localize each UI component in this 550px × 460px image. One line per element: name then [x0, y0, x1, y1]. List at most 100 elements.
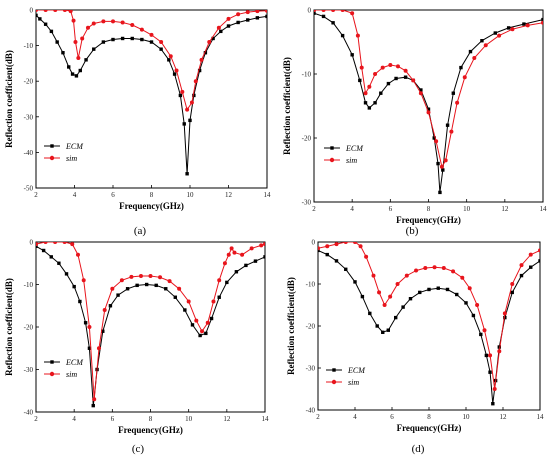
legend-marker: [49, 371, 55, 377]
data-point: [488, 370, 492, 374]
data-point: [331, 21, 335, 25]
data-point: [158, 275, 163, 280]
x-tick-label: 6: [389, 205, 393, 213]
data-point: [135, 283, 139, 288]
data-point: [449, 129, 454, 134]
data-point: [443, 158, 448, 163]
data-point: [185, 172, 189, 176]
y-tick-label: -40: [306, 407, 316, 415]
data-point: [193, 79, 198, 84]
y-tick-label: -40: [24, 149, 34, 157]
data-point: [380, 65, 385, 70]
data-point: [154, 283, 158, 288]
data-point: [358, 244, 363, 249]
legend-marker: [329, 157, 335, 163]
data-point: [198, 333, 202, 338]
data-point: [68, 10, 73, 14]
data-point: [78, 68, 82, 73]
legend-label-ecm: ECM: [65, 142, 84, 151]
x-axis-title: Frequency(GHz): [119, 201, 184, 211]
data-point: [386, 328, 390, 332]
data-point: [343, 242, 348, 244]
y-axis-title: Reflection coefficient(dB): [282, 57, 292, 155]
data-point: [353, 242, 357, 244]
data-point: [318, 248, 320, 253]
data-point: [188, 118, 192, 123]
data-point: [102, 308, 107, 312]
data-point: [174, 68, 179, 73]
x-tick-label: 8: [150, 191, 154, 199]
data-point: [78, 299, 82, 304]
data-point: [334, 242, 339, 247]
x-tick-label: 12: [501, 205, 509, 213]
data-point: [388, 63, 393, 68]
data-point: [85, 25, 90, 30]
data-point: [216, 25, 221, 30]
data-point: [149, 32, 154, 37]
y-tick-label: -20: [306, 323, 316, 331]
data-point: [101, 19, 106, 24]
series-sim: [314, 10, 543, 169]
x-tick-label: 14: [537, 413, 545, 421]
x-tick-label: 12: [500, 413, 508, 421]
y-tick-label: -10: [302, 71, 312, 79]
data-point: [232, 250, 237, 255]
data-point: [101, 40, 106, 44]
data-point: [83, 321, 88, 325]
y-axis-title: Reflection coefficient(dB): [4, 278, 14, 376]
data-point: [353, 280, 357, 284]
data-point: [108, 304, 113, 308]
data-point: [129, 274, 134, 279]
data-point: [185, 107, 190, 112]
data-point: [217, 295, 221, 299]
data-point: [467, 286, 472, 291]
y-tick-label: -30: [306, 365, 316, 373]
data-point: [144, 282, 149, 287]
x-tick-label: 12: [223, 415, 231, 423]
data-point: [321, 10, 326, 12]
data-point: [81, 278, 86, 283]
data-point: [462, 75, 467, 80]
data-point: [87, 346, 92, 350]
data-point: [403, 68, 408, 73]
data-point: [91, 21, 96, 26]
data-point: [148, 274, 153, 278]
data-point: [314, 11, 316, 15]
data-point: [401, 305, 405, 309]
data-point: [497, 345, 501, 349]
data-point: [314, 10, 316, 12]
data-point: [360, 294, 365, 299]
legend: ECM sim: [44, 142, 84, 163]
data-point: [403, 75, 408, 79]
legend-marker: [330, 146, 334, 150]
data-point: [246, 18, 250, 22]
data-point: [538, 248, 540, 253]
data-point: [49, 255, 53, 259]
data-point: [414, 268, 419, 273]
data-point: [57, 261, 61, 265]
data-point: [36, 10, 38, 12]
data-point: [263, 255, 265, 259]
plot-frame: [35, 241, 266, 413]
data-point: [468, 49, 473, 54]
data-point: [503, 315, 507, 320]
data-point: [72, 284, 76, 289]
data-point: [200, 329, 205, 334]
x-tick-label: 6: [111, 415, 115, 423]
data-point: [441, 266, 446, 271]
legend-label-ecm: ECM: [345, 144, 364, 153]
data-point: [76, 56, 81, 61]
data-point: [340, 33, 345, 38]
data-point: [159, 40, 164, 45]
data-point: [371, 273, 376, 278]
data-point: [168, 54, 173, 59]
data-point: [43, 10, 48, 12]
y-tick-label: -20: [24, 324, 34, 332]
data-point: [74, 74, 79, 78]
y-tick-label: 0: [312, 239, 316, 247]
series-ecm: [36, 13, 267, 176]
data-point: [411, 78, 416, 83]
x-tick-label: 2: [312, 205, 316, 213]
data-point: [209, 316, 214, 321]
data-point: [451, 269, 456, 274]
